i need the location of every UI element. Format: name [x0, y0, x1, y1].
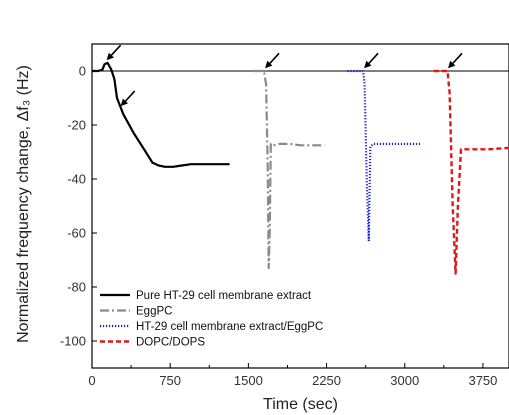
arrow-annotation [106, 44, 122, 61]
y-tick-label: -20 [67, 118, 86, 133]
legend-label: Pure HT-29 cell membrane extract [136, 290, 312, 302]
series-line-2 [253, 69, 325, 270]
legend-label: EggPC [136, 306, 172, 318]
arrow-annotation [120, 90, 136, 107]
y-axis-ticks: 0 -20 -40 -60 -80 -100 [60, 64, 97, 349]
legend: Pure HT-29 cell membrane extract EggPC HT-… [100, 290, 323, 349]
x-tick-label: 2250 [312, 373, 341, 388]
y-tick-label: -100 [60, 334, 86, 349]
y-tick-label: -60 [67, 226, 86, 241]
x-tick-label: 1500 [234, 373, 263, 388]
x-tick-label: 750 [159, 373, 181, 388]
series-line-1 [92, 61, 230, 168]
arrow-annotation [448, 52, 463, 69]
series-line-4 [433, 69, 509, 275]
y-tick-label: 0 [79, 64, 86, 79]
series-line-3 [347, 69, 421, 243]
plot-frame [91, 43, 509, 369]
y-tick-label: -40 [67, 172, 86, 187]
x-tick-label: 0 [88, 373, 95, 388]
arrow-annotation [364, 52, 379, 69]
series-layer [92, 61, 509, 275]
legend-entry-3: HT-29 cell membrane extract/EggPC [100, 321, 323, 333]
y-axis-title: Normalized frequency change, Δf₃ (Hz) [15, 65, 32, 343]
arrow-annotation [265, 52, 280, 69]
x-tick-label: 3750 [468, 373, 497, 388]
legend-label: HT-29 cell membrane extract/EggPC [136, 321, 323, 333]
legend-entry-1: Pure HT-29 cell membrane extract [100, 290, 312, 302]
y-tick-label: -80 [67, 280, 86, 295]
legend-entry-4: DOPC/DOPS [100, 337, 205, 349]
legend-entry-2: EggPC [100, 306, 172, 318]
annotation-arrows [106, 44, 463, 107]
x-axis-title: Time (sec) [263, 396, 338, 413]
legend-label: DOPC/DOPS [136, 337, 205, 349]
x-axis-ticks: 0 750 1500 2250 3000 3750 [88, 363, 497, 388]
x-tick-label: 3000 [390, 373, 419, 388]
